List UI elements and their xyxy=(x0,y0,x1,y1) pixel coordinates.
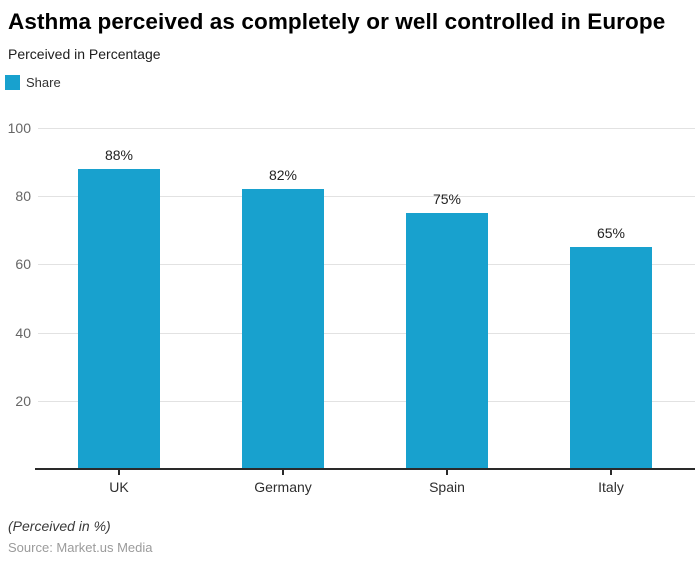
gridline-80 xyxy=(38,196,695,197)
legend: Share xyxy=(5,75,61,90)
x-axis-tick xyxy=(118,470,120,475)
x-axis-line xyxy=(35,468,695,470)
y-axis-tick-label: 60 xyxy=(15,256,31,272)
gridline-20 xyxy=(38,401,695,402)
bar-value-label: 82% xyxy=(268,167,298,183)
bar-spain xyxy=(406,213,488,468)
y-axis-tick-label: 80 xyxy=(15,188,31,204)
x-axis-category-label: Germany xyxy=(254,479,312,495)
x-axis-category-label: UK xyxy=(109,479,129,495)
gridline-60 xyxy=(38,264,695,265)
gridline-40 xyxy=(38,333,695,334)
y-axis-tick-label: 100 xyxy=(7,120,31,136)
bar-italy xyxy=(570,247,652,468)
y-axis-tick-label: 20 xyxy=(15,393,31,409)
x-axis-tick xyxy=(282,470,284,475)
y-axis-tick-label: 40 xyxy=(15,325,31,341)
bar-value-label: 65% xyxy=(596,225,626,241)
legend-label: Share xyxy=(26,75,61,90)
gridline-100 xyxy=(38,128,695,129)
chart-title: Asthma perceived as completely or well c… xyxy=(8,9,666,34)
bar-germany xyxy=(242,189,324,468)
bar-value-label: 88% xyxy=(104,147,134,163)
source-credit: Source: Market.us Media xyxy=(8,540,153,555)
chart-footnote: (Perceived in %) xyxy=(8,518,111,534)
x-axis-category-label: Italy xyxy=(598,479,624,495)
x-axis-tick xyxy=(610,470,612,475)
bar-uk xyxy=(78,169,160,468)
chart-subtitle: Perceived in Percentage xyxy=(8,46,161,62)
legend-swatch-icon xyxy=(5,75,20,90)
x-axis-category-label: Spain xyxy=(429,479,465,495)
x-axis-tick xyxy=(446,470,448,475)
bar-value-label: 75% xyxy=(432,191,462,207)
